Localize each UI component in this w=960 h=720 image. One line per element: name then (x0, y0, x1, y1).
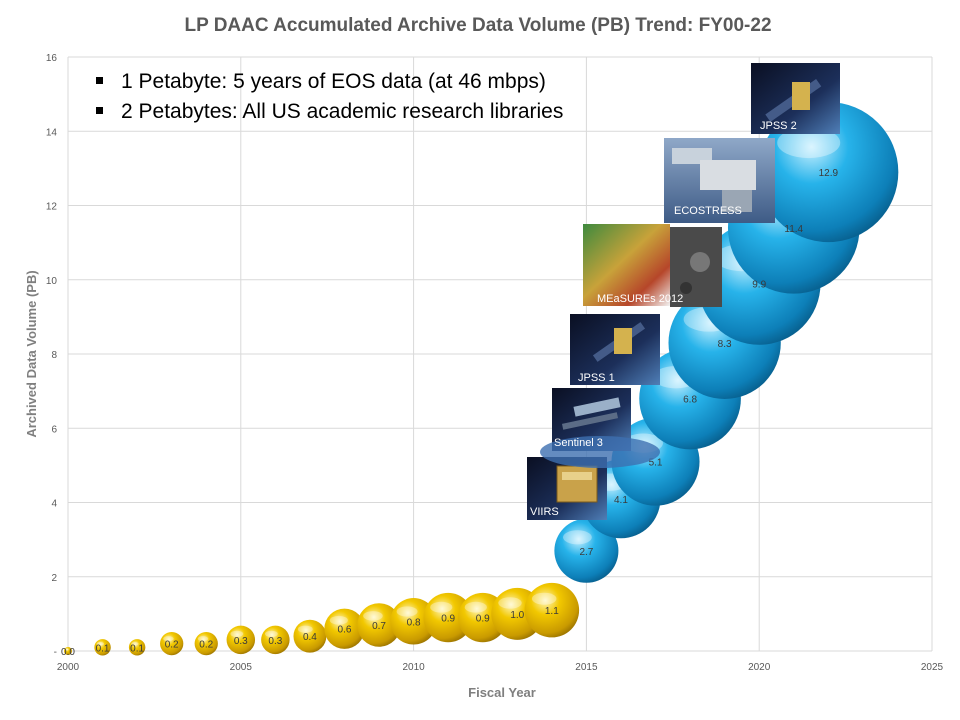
data-label: 0.6 (338, 625, 352, 636)
bubble-highlight (297, 625, 313, 633)
bubble (293, 619, 327, 653)
annotation-1: 1 Petabyte: 5 years of EOS data (at 46 m… (121, 70, 546, 93)
data-label: 5.1 (649, 458, 663, 469)
bubble-highlight (396, 606, 418, 617)
bubble (261, 625, 290, 655)
data-label: 0.9 (441, 614, 455, 625)
x-tick-label: 2005 (230, 662, 253, 673)
viirs-label: VIIRS (530, 506, 559, 518)
x-tick-label: 2010 (402, 662, 425, 673)
bubble-highlight (531, 592, 557, 605)
jpss1-label: JPSS 1 (578, 372, 615, 384)
data-label: 9.9 (752, 279, 766, 290)
data-label: 0.8 (407, 617, 421, 628)
x-tick-label: 2020 (748, 662, 771, 673)
x-axis-title: Fiscal Year (468, 685, 536, 700)
data-label: 4.1 (614, 495, 628, 506)
bubble-highlight (65, 648, 69, 651)
jpss2-photo: JPSS 2 (751, 63, 840, 134)
data-label: 0.1 (130, 643, 144, 654)
data-label: 0.4 (303, 632, 317, 643)
bubble-highlight (563, 530, 592, 545)
jpss2-label: JPSS 2 (760, 120, 797, 132)
y-tick-label: 10 (46, 276, 58, 287)
bubble (524, 582, 580, 638)
data-label: 0.2 (199, 640, 213, 651)
y-tick-label: 14 (46, 127, 58, 138)
data-label: 1.1 (545, 606, 559, 617)
y-tick-label: 16 (46, 53, 58, 64)
data-label: 0.2 (165, 640, 179, 651)
bubble (94, 639, 111, 656)
bubble (423, 592, 473, 643)
y-tick-label: 8 (51, 350, 57, 361)
bubble-highlight (464, 601, 487, 613)
bubble-highlight (430, 601, 453, 613)
bubble-highlight (329, 615, 348, 625)
bubble (128, 639, 146, 656)
data-label: 11.4 (784, 224, 803, 235)
x-tick-label: 2000 (57, 662, 80, 673)
x-tick-label: 2015 (575, 662, 598, 673)
bubble (64, 647, 72, 655)
data-label: 0.9 (476, 614, 490, 625)
bubble-highlight (777, 127, 841, 159)
bubble (194, 631, 218, 656)
y-tick-label: 4 (51, 499, 57, 510)
y-axis-title: Archived Data Volume (PB) (24, 270, 39, 437)
data-label: 1.0 (510, 610, 524, 621)
data-label: 0.1 (96, 643, 110, 654)
bubble-highlight (230, 630, 244, 638)
data-label: 0.3 (268, 636, 282, 647)
y-tick-label: - (54, 647, 57, 658)
bubble (357, 603, 401, 647)
chart-title: LP DAAC Accumulated Archive Data Volume … (184, 15, 771, 36)
y-tick-label: 2 (51, 573, 57, 584)
data-label: 12.9 (819, 168, 839, 179)
bubble-highlight (264, 630, 278, 638)
axes: - 2 4 6 8 10 12 14 16 2000 2005 2010 2015 2020 2025 (46, 53, 944, 673)
mission-photos: VIIRS Sentinel 3 JPSS 1 MEaSUREs 2012 (527, 63, 840, 520)
sentinel3-photo: Sentinel 3 (540, 388, 660, 468)
x-tick-label: 2025 (921, 662, 944, 673)
bubble-highlight (363, 611, 383, 621)
bubble (160, 631, 184, 656)
bubble (324, 608, 365, 649)
data-label: 0.3 (234, 636, 248, 647)
ecostress-photo: ECOSTRESS (664, 138, 775, 223)
bubble-highlight (197, 636, 209, 642)
bubble-highlight (131, 642, 139, 646)
measures-label: MEaSUREs 2012 (597, 293, 683, 305)
y-tick-label: 6 (51, 424, 57, 435)
measures-photo: MEaSUREs 2012 (583, 224, 722, 307)
data-label: 6.8 (683, 395, 697, 406)
annotation-list: 1 Petabyte: 5 years of EOS data (at 46 m… (96, 70, 563, 123)
data-label: 8.3 (718, 339, 732, 350)
annotation-2: 2 Petabytes: All US academic research li… (121, 100, 563, 123)
sentinel3-label: Sentinel 3 (554, 437, 603, 449)
bubble (758, 102, 899, 243)
bubble (226, 625, 256, 655)
jpss1-photo: JPSS 1 (570, 314, 660, 385)
y-tick-label: 12 (46, 202, 58, 213)
bubble-highlight (498, 597, 522, 609)
data-label: 0.7 (372, 621, 386, 632)
data-label: 2.7 (579, 547, 593, 558)
bubble-highlight (163, 636, 174, 642)
ecostress-label: ECOSTRESS (674, 205, 742, 217)
bubble (554, 518, 619, 583)
bubble-highlight (96, 642, 104, 646)
bullet-marker-2 (96, 107, 103, 114)
bullet-marker-1 (96, 77, 103, 84)
data-label: 0.0 (61, 647, 75, 658)
